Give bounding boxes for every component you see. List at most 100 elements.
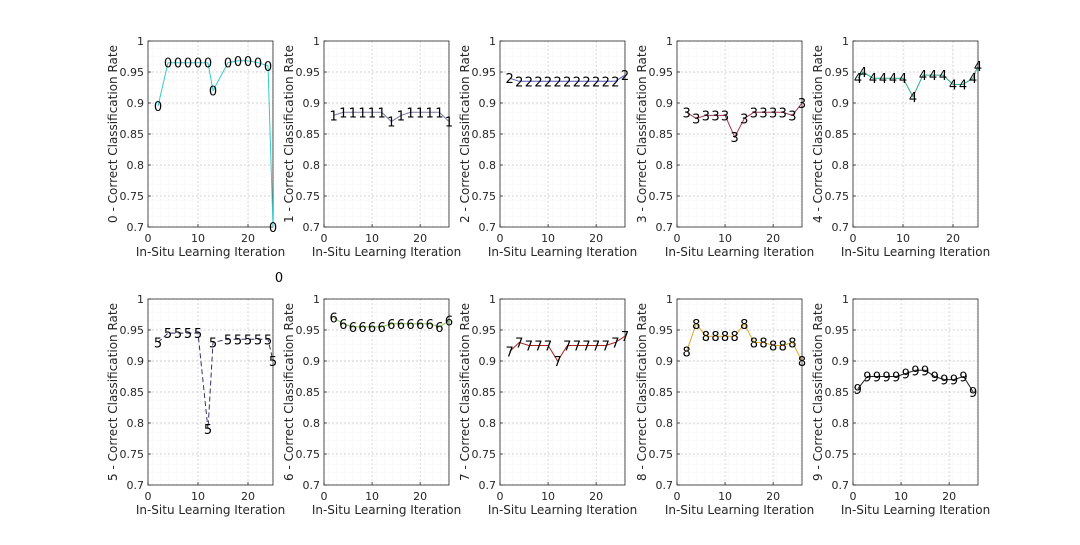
- y-axis-label: 2 - Correct Classification Rate: [458, 45, 472, 223]
- x-tick-label: 10: [896, 232, 910, 245]
- x-tick-label: 0: [850, 232, 857, 245]
- data-point-label: 7: [525, 340, 533, 355]
- data-point-label: 7: [611, 336, 619, 351]
- minor-grid: [500, 299, 625, 485]
- data-point-label: 3: [692, 113, 700, 128]
- data-point-label: 4: [854, 72, 862, 87]
- x-tick-label: 10: [718, 490, 732, 503]
- data-point-label: 7: [515, 336, 523, 351]
- x-axis-label: In-Situ Learning Iteration: [665, 245, 814, 259]
- data-point-label: 1: [329, 109, 337, 124]
- x-tick-label: 10: [541, 490, 555, 503]
- y-tick-label: 0.8: [479, 159, 497, 172]
- data-point-label: 6: [397, 318, 405, 333]
- data-point-label: 4: [969, 72, 977, 87]
- series-line-digit-3: [686, 102, 803, 139]
- data-point-label: 5: [209, 336, 217, 351]
- data-point-label: 1: [358, 106, 366, 121]
- y-tick-label: 0.9: [832, 355, 850, 368]
- y-tick-label: 0.75: [472, 448, 497, 461]
- y-tick-label: 0.8: [479, 417, 497, 430]
- x-tick-label: 0: [321, 232, 328, 245]
- data-point-label: 2: [611, 75, 619, 90]
- data-point-label: 8: [731, 330, 739, 345]
- data-point-label: 7: [582, 340, 590, 355]
- y-tick-label: 0.75: [649, 448, 674, 461]
- y-tick-label: 0.75: [825, 190, 850, 203]
- data-point-label: 1: [445, 116, 453, 131]
- y-axis-label: 0 - Correct Classification Rate: [106, 45, 120, 223]
- y-tick-label: 0.9: [303, 97, 321, 110]
- y-tick-label: 0.85: [472, 128, 497, 141]
- data-point-label: 6: [406, 318, 414, 333]
- data-point-label: 0: [184, 57, 192, 72]
- y-tick-label: 0.7: [303, 479, 321, 492]
- x-tick-label: 10: [894, 490, 908, 503]
- y-tick-label: 0.75: [649, 190, 674, 203]
- y-tick-label: 0.8: [127, 159, 145, 172]
- data-point-label: 6: [358, 321, 366, 336]
- series-line-digit-4: [857, 65, 979, 98]
- y-tick-label: 0.7: [656, 221, 674, 234]
- x-axis-label: In-Situ Learning Iteration: [312, 503, 461, 517]
- series-line-digit-5: [157, 332, 274, 430]
- y-tick-label: 0.75: [825, 448, 850, 461]
- y-tick-label: 1: [137, 293, 144, 306]
- y-axis-label: 8 - Correct Classification Rate: [635, 303, 649, 481]
- data-point-label: 5: [184, 327, 192, 342]
- data-point-label: 5: [254, 333, 262, 348]
- data-point-label: 9: [863, 371, 871, 386]
- y-tick-label: 0.85: [472, 386, 497, 399]
- data-point-label: 9: [921, 364, 929, 379]
- data-point-label: 8: [798, 355, 806, 370]
- data-point-label: 3: [682, 106, 690, 121]
- series-line-digit-9: [857, 369, 974, 393]
- data-point-label: 4: [859, 66, 867, 81]
- data-point-label: 2: [505, 72, 513, 87]
- data-point-label: 7: [573, 340, 581, 355]
- data-point-label: 5: [224, 333, 232, 348]
- minor-grid: [500, 41, 625, 227]
- data-point-label: 3: [769, 106, 777, 121]
- y-tick-label: 1: [313, 293, 320, 306]
- data-point-label: 3: [759, 106, 767, 121]
- y-tick-label: 0.95: [825, 324, 850, 337]
- y-tick-label: 0.9: [656, 97, 674, 110]
- y-axis-label: 7 - Correct Classification Rate: [458, 303, 472, 481]
- y-tick-label: 0.85: [120, 128, 145, 141]
- data-point-label: 0: [154, 100, 162, 115]
- data-point-label: 3: [731, 131, 739, 146]
- data-point-label: 9: [902, 367, 910, 382]
- y-axis-label: 4 - Correct Classification Rate: [811, 45, 825, 223]
- y-tick-label: 0.95: [296, 66, 321, 79]
- data-point-label: 9: [883, 371, 891, 386]
- data-point-label: 8: [788, 336, 796, 351]
- x-tick-label: 0: [674, 232, 681, 245]
- x-tick-label: 10: [365, 490, 379, 503]
- data-point-label: 2: [621, 69, 629, 84]
- data-point-label: 1: [416, 106, 424, 121]
- y-tick-label: 1: [313, 35, 320, 48]
- data-point-label: 4: [899, 72, 907, 87]
- y-tick-label: 0.7: [479, 479, 497, 492]
- y-tick-label: 1: [666, 293, 673, 306]
- y-tick-label: 1: [489, 35, 496, 48]
- data-point-label: 5: [234, 333, 242, 348]
- y-tick-label: 0.95: [120, 324, 145, 337]
- data-point-label: 7: [534, 340, 542, 355]
- data-point-label: 7: [505, 346, 513, 361]
- y-tick-label: 1: [137, 35, 144, 48]
- data-point-label: 8: [702, 330, 710, 345]
- data-point-label: 5: [174, 327, 182, 342]
- x-tick-label: 20: [589, 232, 603, 245]
- x-tick-label: 0: [145, 232, 152, 245]
- y-tick-label: 1: [666, 35, 673, 48]
- x-tick-label: 20: [589, 490, 603, 503]
- data-point-label: 4: [919, 69, 927, 84]
- series-line-digit-8: [686, 322, 803, 362]
- x-tick-label: 20: [413, 490, 427, 503]
